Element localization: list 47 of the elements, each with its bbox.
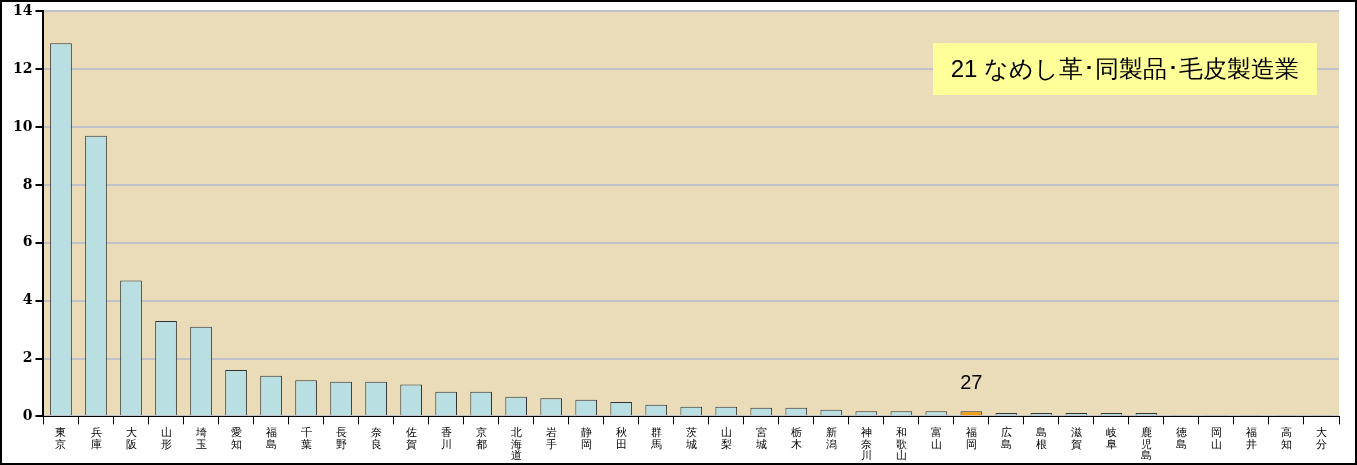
y-tick-label: 10 <box>13 117 33 134</box>
x-tick-label: 高知 <box>1280 425 1292 451</box>
x-tick-label: 山形 <box>160 425 172 451</box>
x-tick-label: 島根 <box>1035 425 1047 451</box>
y-tick-label: 8 <box>22 175 33 192</box>
x-tick-label: 和歌山 <box>895 425 907 463</box>
x-tick-label: 東京 <box>55 425 67 451</box>
x-tick-label: 神奈川 <box>860 425 872 463</box>
x-tick-label: 兵庫 <box>90 425 102 451</box>
x-tick-label: 静岡 <box>580 425 592 451</box>
x-tick-label: 大分 <box>1315 425 1327 451</box>
x-tick-label: 群馬 <box>649 425 662 451</box>
x-tick-label: 広島 <box>1000 425 1012 451</box>
x-tick-label: 佐賀 <box>405 425 417 451</box>
x-tick-label: 香川 <box>440 425 452 451</box>
x-tick-label: 福岡 <box>965 425 977 451</box>
x-tick-label: 北海道 <box>510 425 522 463</box>
y-tick-label: 14 <box>13 2 33 19</box>
x-tick-label: 福島 <box>265 425 277 451</box>
x-tick-label: 大阪 <box>125 425 137 451</box>
x-tick-label: 新潟 <box>825 425 837 451</box>
x-tick-label: 滋賀 <box>1070 425 1082 451</box>
annotation: 27 <box>960 370 983 393</box>
x-tick-label: 岩手 <box>545 425 557 451</box>
x-tick-label: 岐阜 <box>1105 425 1117 451</box>
x-tick-label: 宮城 <box>754 425 767 451</box>
y-tick-label: 0 <box>22 406 33 423</box>
x-tick-label: 秋田 <box>615 425 627 451</box>
x-tick-label: 岡山 <box>1210 425 1222 451</box>
y-tick-label: 4 <box>22 291 33 308</box>
x-tick-label: 愛知 <box>230 425 242 451</box>
x-tick-label: 山梨 <box>720 425 732 451</box>
x-tick-label: 福井 <box>1245 425 1257 451</box>
x-tick-label: 徳島 <box>1175 425 1187 451</box>
x-tick-label: 富山 <box>930 425 942 451</box>
x-tick-label: 長野 <box>335 425 347 451</box>
text: 21 なめし革･同製品･毛皮製造業 <box>932 43 1317 95</box>
x-tick-label: 埼玉 <box>194 425 207 451</box>
x-tick-label: 鹿児島 <box>1140 425 1152 463</box>
x-tick-label: 千葉 <box>300 425 312 451</box>
x-tick-label: 京都 <box>475 425 487 451</box>
y-tick-label: 2 <box>22 349 33 366</box>
x-tick-label: 茨城 <box>684 425 697 451</box>
y-tick-label: 6 <box>22 233 33 250</box>
x-tick-label: 栃木 <box>790 425 802 451</box>
y-tick-label: 12 <box>13 59 33 76</box>
x-tick-label: 奈良 <box>370 425 382 451</box>
